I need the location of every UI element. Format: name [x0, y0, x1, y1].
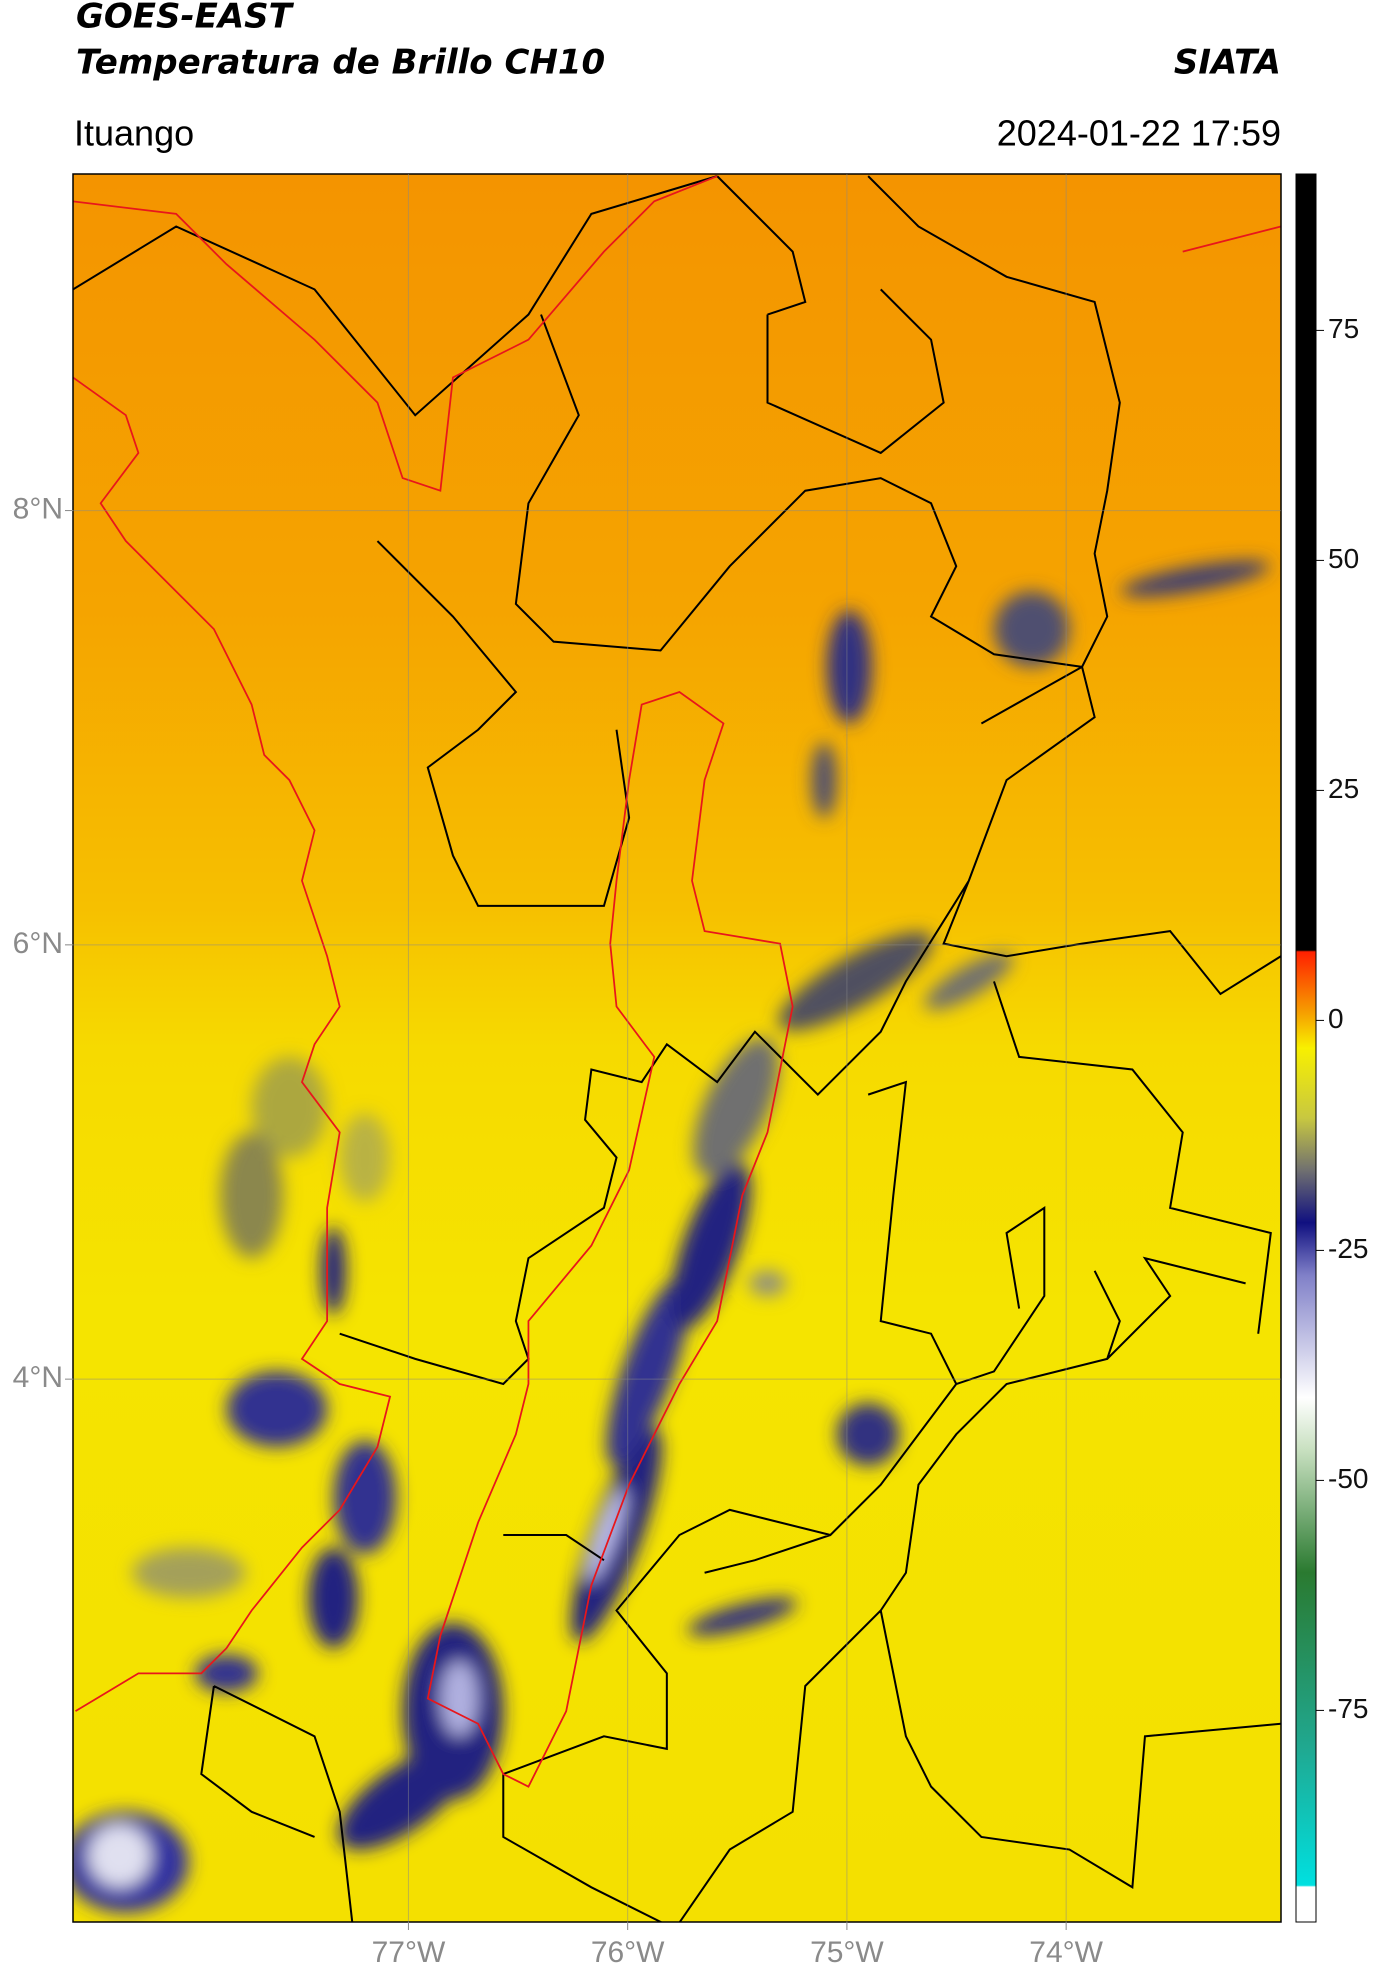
- colorbar-tick-label: 75: [1328, 313, 1359, 344]
- colorbar-tick-label: 25: [1328, 773, 1359, 804]
- x-tick-label: 76°W: [591, 1936, 665, 1969]
- colorbar-tick-label: -75: [1328, 1693, 1368, 1724]
- admin-borders: [73, 175, 1281, 1922]
- source: SIATA: [1174, 43, 1281, 83]
- title: GOES-EAST: [76, 0, 295, 37]
- map-area: [73, 174, 1281, 1922]
- colorbar-tick-label: 0: [1328, 1003, 1344, 1034]
- location: Ituango: [74, 113, 194, 154]
- y-tick-label: 8°N: [13, 492, 63, 525]
- subtitle: Temperatura de Brillo CH10: [76, 43, 605, 83]
- colorbar-tick-label: -50: [1328, 1463, 1368, 1494]
- map-frame: [72, 173, 1282, 1923]
- datetime: 2024-01-22 17:59: [997, 113, 1281, 154]
- x-tick-label: 74°W: [1029, 1936, 1103, 1969]
- x-tick-label: 77°W: [372, 1936, 446, 1969]
- coastline-and-basin: [73, 175, 1281, 1788]
- colorbar-tick-label: -25: [1328, 1233, 1368, 1264]
- cloud-features: [73, 560, 1270, 1913]
- y-tick-label: 6°N: [13, 927, 63, 960]
- colorbar: [1295, 173, 1317, 1923]
- temperature-field: [73, 174, 1281, 1922]
- colorbar-tick-label: 50: [1328, 543, 1359, 574]
- x-tick-label: 75°W: [810, 1936, 884, 1969]
- y-tick-label: 4°N: [13, 1361, 63, 1394]
